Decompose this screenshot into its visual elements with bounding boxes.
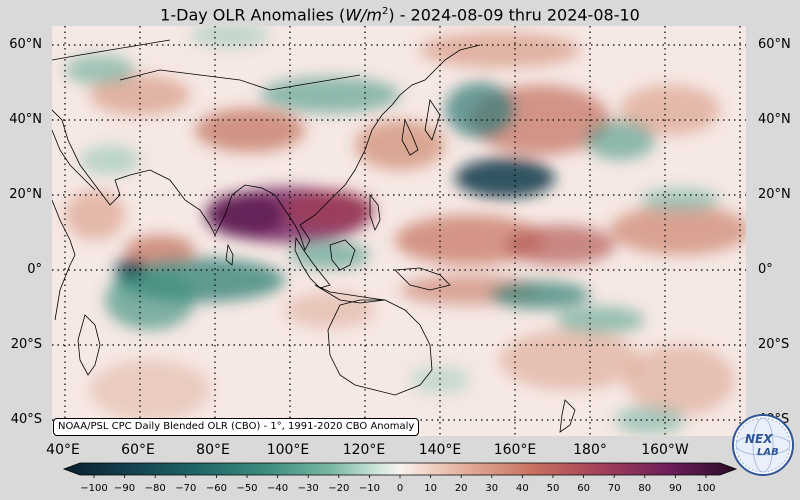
- anomaly-field: [65, 26, 746, 434]
- lon-label: 140°E: [418, 442, 462, 458]
- lon-label: 180°: [573, 442, 607, 458]
- colorbar-tick-label: −80: [144, 483, 166, 494]
- colorbar-tick-label: −100: [80, 483, 108, 494]
- colorbar-tick-label: −90: [114, 483, 136, 494]
- map-title: 1-Day OLR Anomalies (W/m2) - 2024-08-09 …: [160, 5, 640, 25]
- lat-label-right: 0°: [758, 262, 773, 277]
- data-credit: NOAA/PSL CPC Daily Blended OLR (CBO) - 1…: [53, 418, 420, 436]
- colorbar-tick-label: 40: [516, 483, 529, 494]
- colorbar-tick-label: 30: [485, 483, 499, 494]
- colorbar-ticks: [93, 475, 707, 478]
- colorbar-tick-label: 50: [546, 483, 560, 494]
- colorbar-tick-label: −60: [205, 483, 227, 494]
- lon-label: 60°E: [121, 442, 155, 458]
- colorbar-tick-label: 0: [396, 483, 404, 494]
- lon-label: 40°E: [46, 442, 80, 458]
- lat-label-left: 60°N: [9, 37, 42, 52]
- lat-label-left: 20°N: [9, 187, 42, 202]
- lat-label-right: 40°N: [758, 112, 791, 127]
- colorbar-tick-label: 70: [607, 483, 621, 494]
- colorbar-tick-label: −10: [358, 483, 380, 494]
- lon-label: 160°W: [641, 442, 689, 458]
- logo-text-main: NEX: [745, 432, 773, 446]
- colorbar-tick-label: −70: [175, 483, 197, 494]
- lon-label: 120°E: [342, 442, 386, 458]
- colorbar-tick-label: 10: [424, 483, 437, 494]
- lat-label-right: 20°N: [758, 187, 791, 202]
- colorbar-tick-label: 80: [638, 483, 652, 494]
- colorbar-tick-label: −20: [328, 483, 350, 494]
- colorbar: [62, 462, 738, 478]
- lat-label-left: 40°N: [9, 112, 42, 127]
- colorbar-tick-label: 20: [454, 483, 468, 494]
- lat-label-left: 40°S: [10, 412, 42, 427]
- logo-text-sub: LAB: [757, 447, 779, 458]
- lat-label-right: 20°S: [758, 337, 790, 352]
- colorbar-tick-label: −40: [267, 483, 289, 494]
- lon-label: 100°E: [266, 442, 310, 458]
- olr-anomaly-map: [52, 26, 746, 436]
- lat-label-left: 20°S: [10, 337, 42, 352]
- colorbar-tick-label: 90: [669, 483, 682, 494]
- colorbar-tick-label: −30: [297, 483, 319, 494]
- globe-logo-icon: NEX LAB: [732, 414, 794, 476]
- coastlines: [52, 39, 576, 433]
- colorbar-tick-label: 60: [577, 483, 590, 494]
- lon-label: 160°E: [493, 442, 537, 458]
- lat-label-left: 0°: [27, 262, 42, 277]
- lat-label-right: 60°N: [758, 37, 791, 52]
- colorbar-tick-label: 100: [696, 483, 716, 494]
- lon-label: 80°E: [196, 442, 230, 458]
- colorbar-tick-label: −50: [236, 483, 258, 494]
- colorbar-bar: [62, 462, 738, 476]
